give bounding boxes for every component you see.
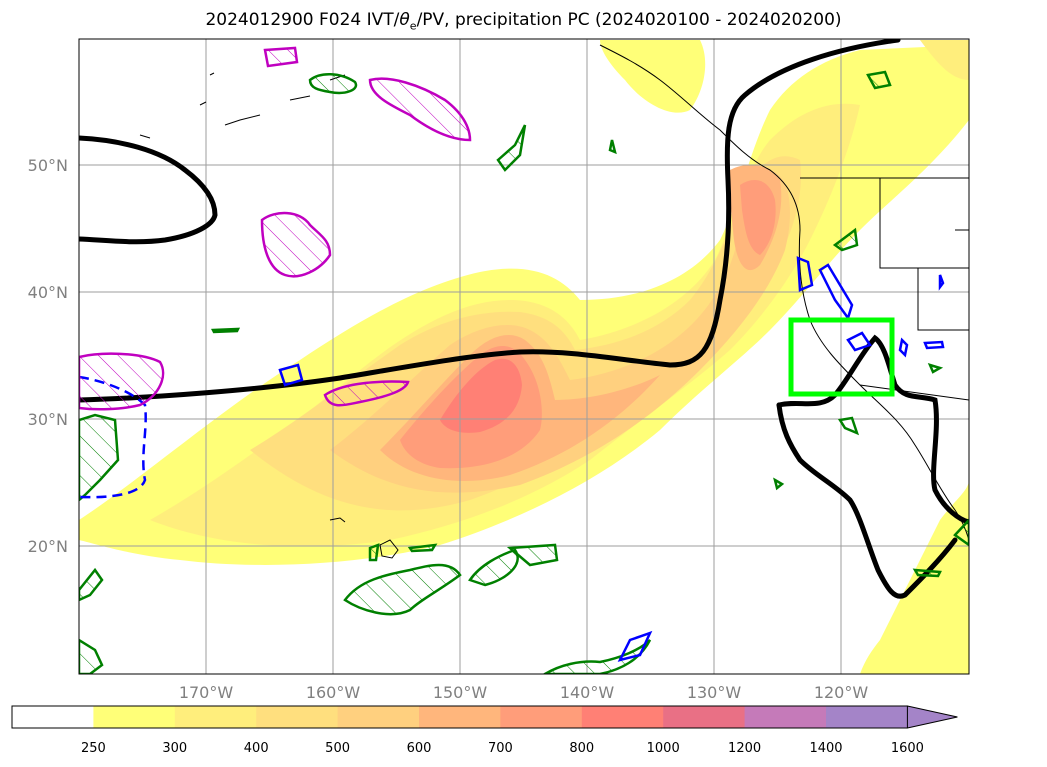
lon-label: 130°W [687, 683, 742, 702]
lon-label: 160°W [306, 683, 361, 702]
coastlines [139, 44, 969, 559]
colorbar-frame [11, 705, 908, 729]
lon-label: 170°W [179, 683, 234, 702]
lat-label: 30°N [28, 410, 68, 429]
colorbar-segment [12, 706, 94, 728]
colorbar-tick-label: 300 [162, 741, 187, 756]
colorbar-segment [744, 706, 827, 728]
pv-positive-contours [79, 70, 969, 674]
colorbar-segment [337, 706, 420, 728]
colorbar-segment [826, 706, 908, 728]
lon-label: 140°W [560, 683, 615, 702]
colorbar-segment [663, 706, 746, 728]
colorbar-segment [500, 706, 583, 728]
colorbar-segment [581, 706, 664, 728]
colorbar-tick-label: 700 [488, 741, 513, 756]
colorbar-tick-label: 1600 [891, 741, 924, 756]
lon-label: 120°W [814, 683, 869, 702]
colorbar-tick-label: 1400 [809, 741, 842, 756]
ivt-shading [79, 40, 969, 674]
colorbar-segment [93, 706, 176, 728]
colorbar-tick-label: 1000 [647, 741, 680, 756]
colorbar-tick-label: 1200 [728, 741, 761, 756]
grid-lines [79, 39, 969, 674]
lat-label: 50°N [28, 156, 68, 175]
pv-magenta-contours [79, 46, 472, 411]
map-area [79, 39, 969, 674]
colorbar-extend-arrow [906, 705, 958, 729]
map-frame [78, 38, 970, 675]
lat-label: 40°N [28, 283, 68, 302]
colorbar-tick-label: 800 [569, 741, 594, 756]
lon-label: 150°W [433, 683, 488, 702]
colorbar-segment [419, 706, 501, 728]
colorbar-tick-label: 250 [81, 741, 106, 756]
theta-e-contours [79, 39, 969, 599]
map-title: 2024012900 F024 IVT/θe/PV, precipitation… [205, 10, 842, 33]
colorbar-tick-label: 600 [407, 741, 432, 756]
target-region-box [788, 317, 895, 397]
colorbar-segment [174, 706, 257, 728]
colorbar-tick-label: 500 [325, 741, 350, 756]
colorbar-tick-label: 400 [244, 741, 269, 756]
colorbar-segment [256, 706, 339, 728]
lat-label: 20°N [28, 537, 68, 556]
colorbar: 250 300 400 500 600 700 800 1000 1200 1400 1600 [11, 705, 958, 756]
